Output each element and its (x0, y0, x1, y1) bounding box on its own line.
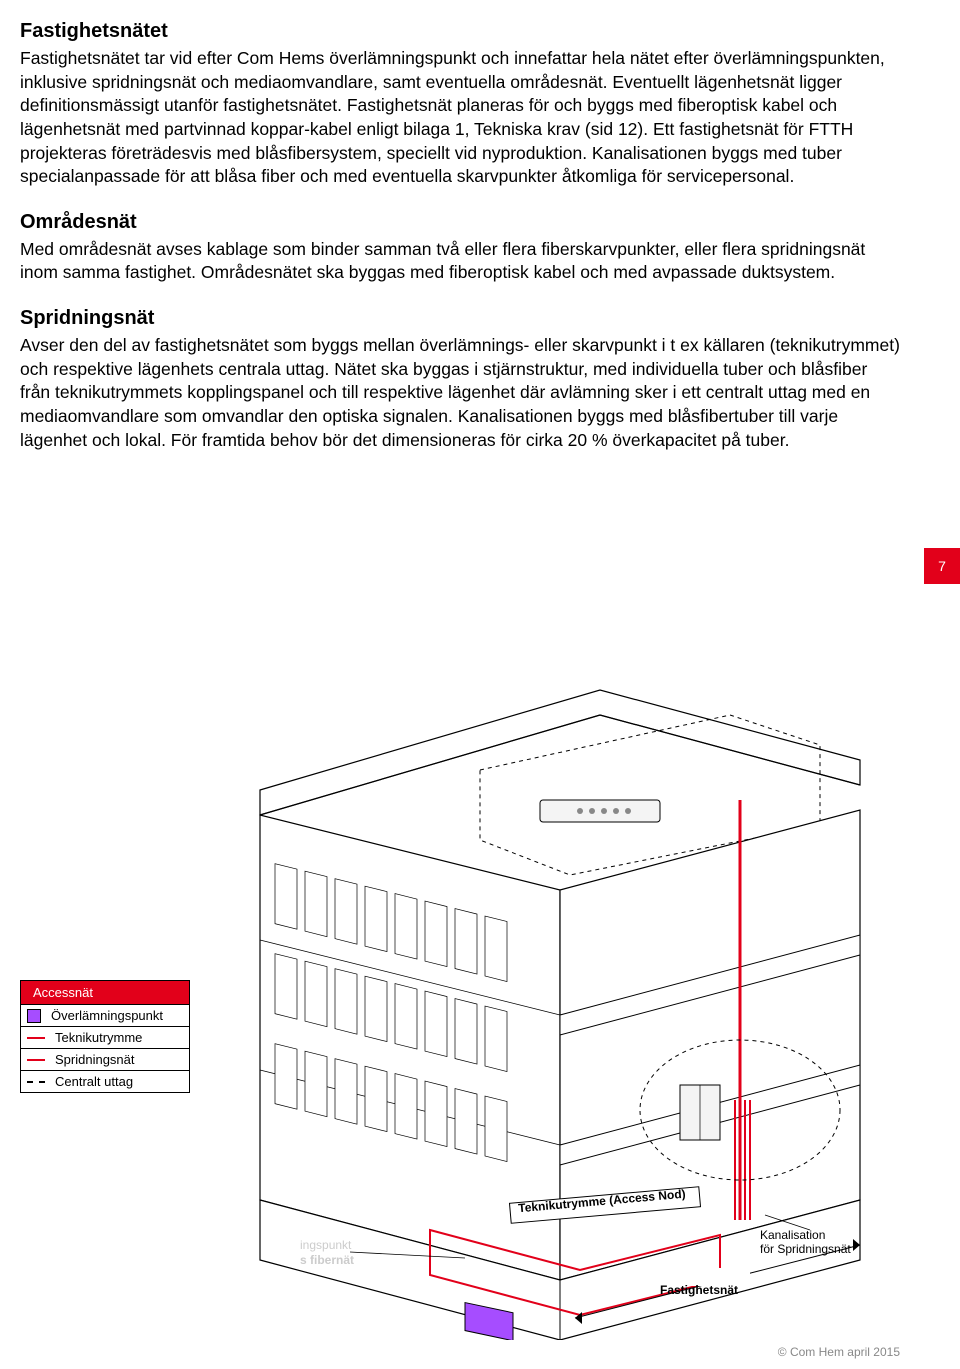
legend-label-0: Överlämningspunkt (51, 1008, 163, 1023)
legend: Accessnät Överlämningspunkt Teknikutrymm… (20, 980, 190, 1093)
section-spridningsnat: Spridningsnät Avser den del av fastighet… (20, 307, 900, 452)
heading-2: Områdesnät (20, 211, 900, 234)
legend-row-2: Spridningsnät (20, 1049, 190, 1071)
text-content: Fastighetsnätet Fastighetsnätet tar vid … (0, 0, 960, 452)
section-omradesnat: Områdesnät Med områdesnät avses kablage … (20, 211, 900, 285)
body-3: Avser den del av fastighetsnätet som byg… (20, 334, 900, 452)
legend-row-0: Överlämningspunkt (20, 1005, 190, 1027)
heading-3: Spridningsnät (20, 307, 900, 330)
label-fibernat: s fibernät (300, 1253, 354, 1267)
label-fastighetsnat: Fastighetsnät (660, 1283, 738, 1297)
legend-header: Accessnät (21, 981, 189, 1004)
label-kanal-1: Kanalisation (760, 1228, 825, 1242)
swatch-teknikutrymme (27, 1037, 45, 1039)
legend-row-3: Centralt uttag (20, 1071, 190, 1093)
swatch-spridningsnat (27, 1059, 45, 1061)
legend-header-row: Accessnät (20, 980, 190, 1005)
page-number: 7 (938, 558, 946, 574)
body-1: Fastighetsnätet tar vid efter Com Hems ö… (20, 47, 900, 189)
swatch-centralt-uttag (27, 1081, 45, 1083)
body-2: Med områdesnät avses kablage som binder … (20, 238, 900, 285)
footer-copyright: © Com Hem april 2015 (778, 1345, 900, 1359)
swatch-overlamningspunkt (27, 1009, 41, 1023)
heading-1: Fastighetsnätet (20, 20, 900, 43)
legend-row-1: Teknikutrymme (20, 1027, 190, 1049)
legend-label-2: Spridningsnät (55, 1052, 135, 1067)
page-number-badge: 7 (924, 548, 960, 584)
section-fastighetsnatet: Fastighetsnätet Fastighetsnätet tar vid … (20, 20, 900, 189)
label-kanalisation: Kanalisation för Spridningsnät (760, 1228, 851, 1257)
label-kanal-2: för Spridningsnät (760, 1242, 851, 1256)
legend-label-1: Teknikutrymme (55, 1030, 142, 1045)
label-ingspunkt: ingspunkt (300, 1238, 351, 1252)
legend-label-3: Centralt uttag (55, 1074, 133, 1089)
